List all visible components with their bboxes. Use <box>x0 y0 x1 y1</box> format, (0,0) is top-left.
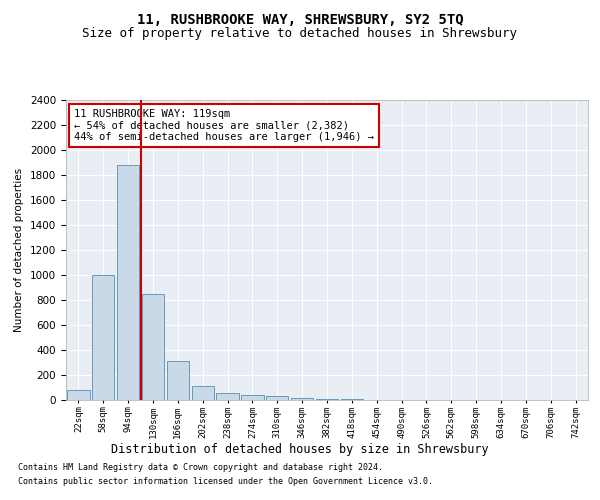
Bar <box>316 399 338 400</box>
Text: Size of property relative to detached houses in Shrewsbury: Size of property relative to detached ho… <box>83 28 517 40</box>
Bar <box>217 393 239 400</box>
Bar <box>191 386 214 400</box>
Bar <box>266 396 289 400</box>
Text: 11, RUSHBROOKE WAY, SHREWSBURY, SY2 5TQ: 11, RUSHBROOKE WAY, SHREWSBURY, SY2 5TQ <box>137 12 463 26</box>
Bar <box>241 395 263 400</box>
Bar <box>167 361 189 400</box>
Bar <box>92 275 115 400</box>
Bar <box>117 165 139 400</box>
Bar <box>67 390 89 400</box>
Text: Distribution of detached houses by size in Shrewsbury: Distribution of detached houses by size … <box>111 442 489 456</box>
Text: 11 RUSHBROOKE WAY: 119sqm
← 54% of detached houses are smaller (2,382)
44% of se: 11 RUSHBROOKE WAY: 119sqm ← 54% of detac… <box>74 109 374 142</box>
Text: Contains public sector information licensed under the Open Government Licence v3: Contains public sector information licen… <box>18 477 433 486</box>
Y-axis label: Number of detached properties: Number of detached properties <box>14 168 25 332</box>
Bar <box>291 398 313 400</box>
Bar <box>142 294 164 400</box>
Text: Contains HM Land Registry data © Crown copyright and database right 2024.: Contains HM Land Registry data © Crown c… <box>18 464 383 472</box>
